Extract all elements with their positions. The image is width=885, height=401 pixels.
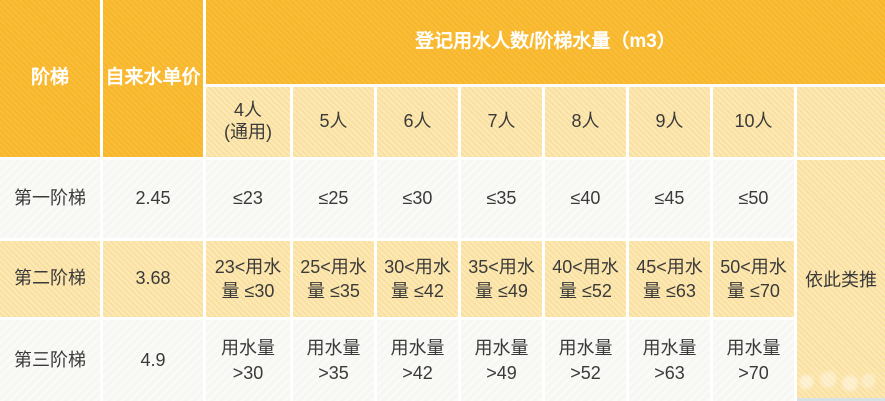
value-cell: 50<用水 量 ≤70: [713, 241, 794, 317]
person-col-header-6: 6人: [377, 87, 458, 157]
price-cell: 3.68: [103, 241, 203, 317]
tier-label: 第三阶梯: [0, 320, 100, 401]
person-col-header-8: 8人: [545, 87, 626, 157]
value-cell: ≤25: [293, 160, 374, 238]
header-unit-price: 自来水单价: [103, 0, 203, 157]
value-cell: ≤45: [629, 160, 710, 238]
etc-cell: 依此类推: [797, 160, 885, 401]
value-cell: 23<用水 量 ≤30: [206, 241, 290, 317]
value-cell: 45<用水 量 ≤63: [629, 241, 710, 317]
tier-label: 第二阶梯: [0, 241, 100, 317]
value-cell: 用水量 >49: [461, 320, 542, 401]
value-cell: ≤40: [545, 160, 626, 238]
price-cell: 4.9: [103, 320, 203, 401]
price-cell: 2.45: [103, 160, 203, 238]
value-cell: ≤30: [377, 160, 458, 238]
person-col-header-5: 5人: [293, 87, 374, 157]
header-tier: 阶梯: [0, 0, 100, 157]
person-col-header-10: 10人: [713, 87, 794, 157]
value-cell: 用水量 >70: [713, 320, 794, 401]
person-col-header-extra: [797, 87, 885, 157]
value-cell: 用水量 >63: [629, 320, 710, 401]
value-cell: 40<用水 量 ≤52: [545, 241, 626, 317]
value-cell: 用水量 >35: [293, 320, 374, 401]
value-cell: 用水量 >42: [377, 320, 458, 401]
value-cell: ≤35: [461, 160, 542, 238]
value-cell: 30<用水 量 ≤42: [377, 241, 458, 317]
person-col-header-4: 4人 (通用): [206, 87, 290, 157]
value-cell: 35<用水 量 ≤49: [461, 241, 542, 317]
header-group-title: 登记用水人数/阶梯水量（m3）: [206, 0, 885, 84]
value-cell: 用水量 >30: [206, 320, 290, 401]
person-col-header-9: 9人: [629, 87, 710, 157]
value-cell: ≤50: [713, 160, 794, 238]
value-cell: 用水量 >52: [545, 320, 626, 401]
person-col-header-7: 7人: [461, 87, 542, 157]
value-cell: ≤23: [206, 160, 290, 238]
value-cell: 25<用水 量 ≤35: [293, 241, 374, 317]
tier-label: 第一阶梯: [0, 160, 100, 238]
